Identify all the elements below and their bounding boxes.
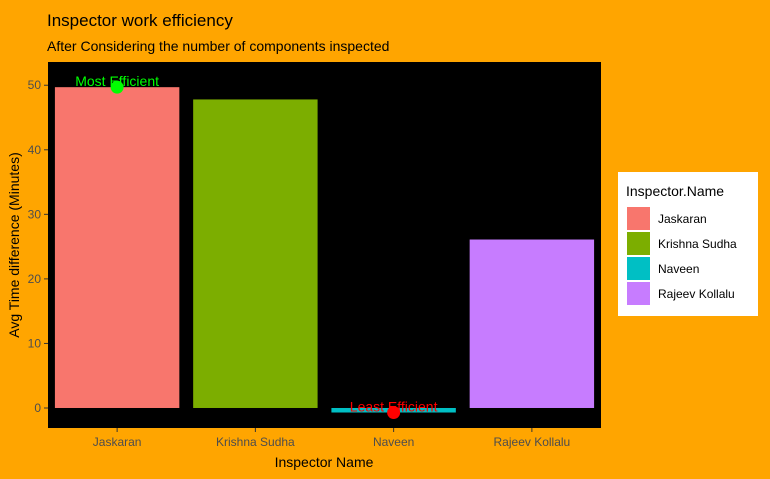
legend-title: Inspector.Name [626, 183, 724, 199]
annotation-label-1: Least Efficient [350, 399, 438, 415]
legend-label-2: Naveen [658, 262, 699, 276]
legend-label-3: Rajeev Kollalu [658, 287, 735, 301]
legend-label-0: Jaskaran [658, 212, 707, 226]
legend-key-3 [627, 282, 650, 305]
x-axis: Jaskaran Krishna Sudha Naveen Rajeev Kollal… [93, 428, 570, 449]
bar-rajeev-kollalu [469, 239, 595, 408]
y-axis-title: Avg Time difference (Minutes) [6, 152, 22, 337]
legend: Inspector.Name Jaskaran Krishna Sudha Nave… [618, 172, 758, 316]
x-tick-label: Rajeev Kollalu [494, 435, 571, 449]
legend-key-1 [627, 232, 650, 255]
y-tick-label: 0 [34, 401, 41, 415]
x-tick-label: Krishna Sudha [216, 435, 295, 449]
y-tick-label: 50 [28, 78, 42, 92]
bar-jaskaran [54, 87, 180, 408]
annotation-point-1 [387, 406, 401, 420]
x-tick-label: Jaskaran [93, 435, 142, 449]
y-tick-label: 30 [28, 207, 42, 221]
legend-key-2 [627, 257, 650, 280]
bars-group [54, 87, 595, 413]
chart-subtitle: After Considering the number of componen… [47, 38, 389, 54]
y-axis: 0 10 20 30 40 50 [28, 78, 48, 415]
chart-title: Inspector work efficiency [47, 11, 233, 30]
annotations-group: Most Efficient Least Efficient [75, 73, 438, 420]
legend-key-0 [627, 207, 650, 230]
legend-items: Jaskaran Krishna Sudha Naveen Rajeev Kollal… [627, 207, 737, 305]
x-axis-title: Inspector Name [275, 454, 374, 470]
y-tick-label: 40 [28, 143, 42, 157]
bar-krishna-sudha [193, 99, 318, 408]
y-tick-label: 10 [28, 336, 42, 350]
legend-label-1: Krishna Sudha [658, 237, 737, 251]
x-tick-label: Naveen [373, 435, 414, 449]
annotation-point-0 [110, 80, 124, 94]
y-tick-label: 20 [28, 272, 42, 286]
annotation-label-0: Most Efficient [75, 73, 159, 89]
